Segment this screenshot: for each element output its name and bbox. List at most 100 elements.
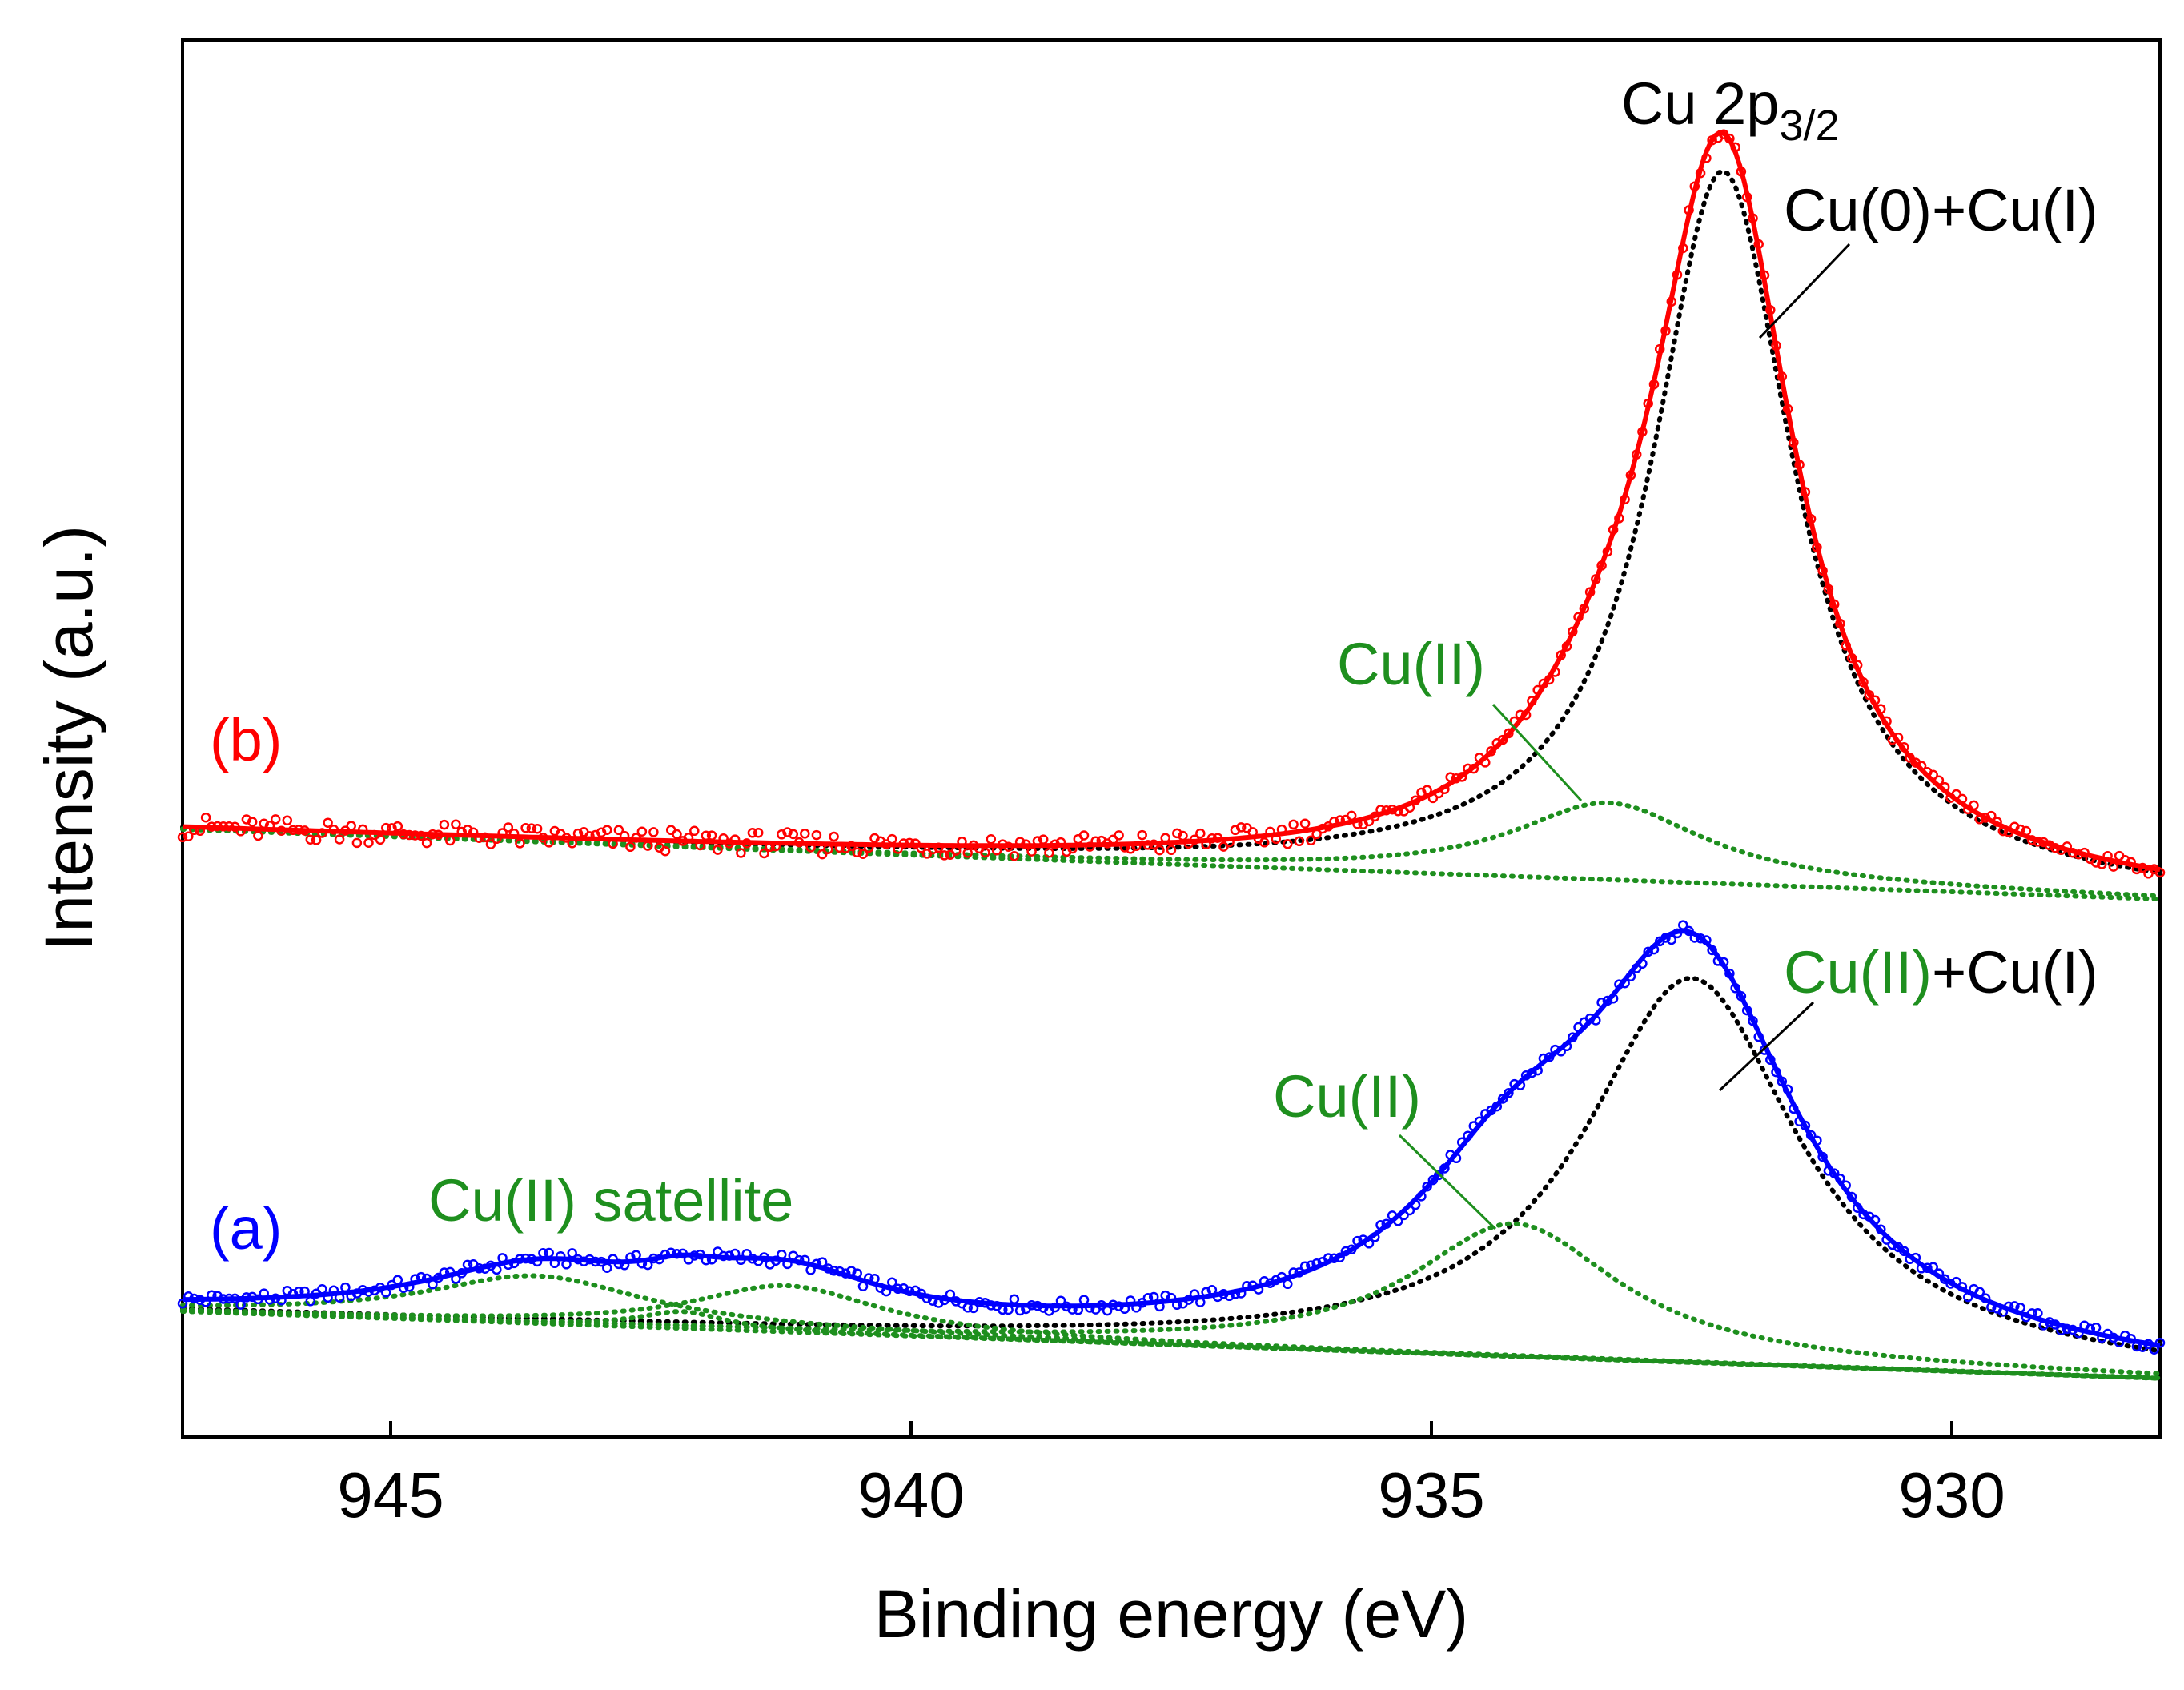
data-point: [421, 837, 432, 849]
data-point: [375, 834, 386, 845]
data-point: [1346, 810, 1357, 821]
data-point: [451, 819, 461, 829]
data-point: [346, 821, 356, 831]
cu2-b-label: Cu(II): [1337, 631, 1485, 697]
data-point: [351, 837, 363, 849]
data-point: [311, 835, 322, 845]
data-point: [962, 848, 973, 858]
data-point: [1497, 1094, 1508, 1104]
x-tick-label: 935: [1378, 1459, 1484, 1531]
data-point: [980, 847, 990, 858]
data-point: [392, 821, 403, 832]
data-point: [713, 845, 723, 855]
data-point: [1283, 838, 1293, 849]
data-point: [241, 814, 252, 825]
data-point: [672, 829, 682, 840]
data-point: [317, 1284, 327, 1295]
data-point: [270, 814, 281, 825]
baseline-curve: [180, 826, 2162, 902]
data-point: [1009, 1294, 1020, 1304]
component-peak-curve: [180, 1273, 2162, 1381]
fit-envelope-curve: [182, 929, 2161, 1348]
data-point: [1114, 830, 1124, 841]
data-point: [1166, 845, 1177, 856]
data-point: [1504, 1088, 1514, 1098]
component-peak-curve: [180, 168, 2162, 876]
cu2-satellite-label: Cu(II) satellite: [428, 1167, 793, 1234]
data-point: [636, 826, 648, 837]
x-tick-label: 940: [857, 1459, 964, 1531]
data-point: [1026, 846, 1037, 857]
data-point: [515, 838, 525, 849]
y-axis-title: Intensity (a.u.): [31, 525, 106, 951]
data-point: [1643, 946, 1653, 957]
data-point: [363, 837, 374, 848]
data-point: [753, 827, 764, 838]
cu2-a-label: Cu(II): [1273, 1063, 1421, 1130]
cu2-b-leader: [1491, 703, 1583, 802]
data-point: [183, 831, 194, 841]
cu-2p-label: Cu 2p3/2: [1621, 70, 1840, 150]
data-point: [520, 822, 531, 833]
data-point: [439, 819, 450, 830]
data-point: [648, 827, 659, 837]
data-point: [323, 817, 333, 828]
data-point: [1137, 829, 1147, 841]
data-point: [602, 825, 612, 835]
data-point: [177, 832, 188, 843]
cu2-a-leader: [1398, 1134, 1497, 1230]
data-point: [485, 839, 496, 849]
data-point: [1078, 830, 1090, 841]
plot-frame: [181, 38, 2162, 1439]
data-point: [602, 1262, 612, 1273]
x-axis-title: Binding energy (eV): [874, 1576, 1468, 1652]
data-point: [1294, 836, 1305, 847]
data-point: [817, 849, 828, 860]
x-tick-label: 930: [1898, 1459, 2005, 1531]
data-point: [788, 829, 799, 840]
data-point: [660, 845, 671, 857]
data-point: [811, 829, 822, 841]
series-b-label: (b): [210, 707, 282, 773]
data-point: [1044, 848, 1054, 858]
data-point: [526, 823, 537, 833]
data-point: [282, 815, 293, 826]
data-point: [782, 827, 793, 837]
x-tick-label: 945: [337, 1459, 444, 1531]
data-point: [852, 847, 862, 858]
data-point: [532, 823, 543, 834]
data-point: [1009, 850, 1020, 861]
data-point: [777, 829, 787, 840]
component-peak-curve: [180, 1283, 2162, 1381]
data-point: [689, 825, 700, 837]
data-point: [1154, 845, 1165, 856]
data-point: [1288, 819, 1299, 830]
component-peak-curve: [180, 975, 2162, 1354]
data-point: [596, 827, 607, 838]
data-point: [1078, 1295, 1090, 1305]
fit-envelope-curve: [182, 130, 2161, 873]
x-ticks-layer: 945 940 935 930: [337, 1421, 2005, 1531]
data-point: [1172, 828, 1182, 839]
data-point: [759, 848, 769, 859]
component-peak-curve: [180, 1308, 2162, 1381]
data-point: [305, 834, 316, 845]
cu0-cu1-leader: [1758, 243, 1851, 339]
data-point: [625, 841, 636, 853]
data-point: [247, 817, 258, 827]
data-point: [200, 812, 211, 823]
data-point: [736, 848, 746, 858]
data-point: [747, 828, 758, 838]
data-point: [1299, 818, 1311, 829]
data-point: [800, 829, 810, 839]
data-point: [503, 822, 514, 833]
data-point: [986, 834, 997, 845]
data-point: [887, 833, 897, 845]
data-point: [857, 849, 869, 859]
series-a-label: (a): [210, 1195, 282, 1262]
data-point: [613, 825, 624, 836]
cu0-cu1-label: Cu(0)+Cu(I): [1784, 177, 2098, 243]
component-peak-curve: [180, 800, 2162, 899]
cu2-cu1-leader: [1718, 1001, 1815, 1092]
